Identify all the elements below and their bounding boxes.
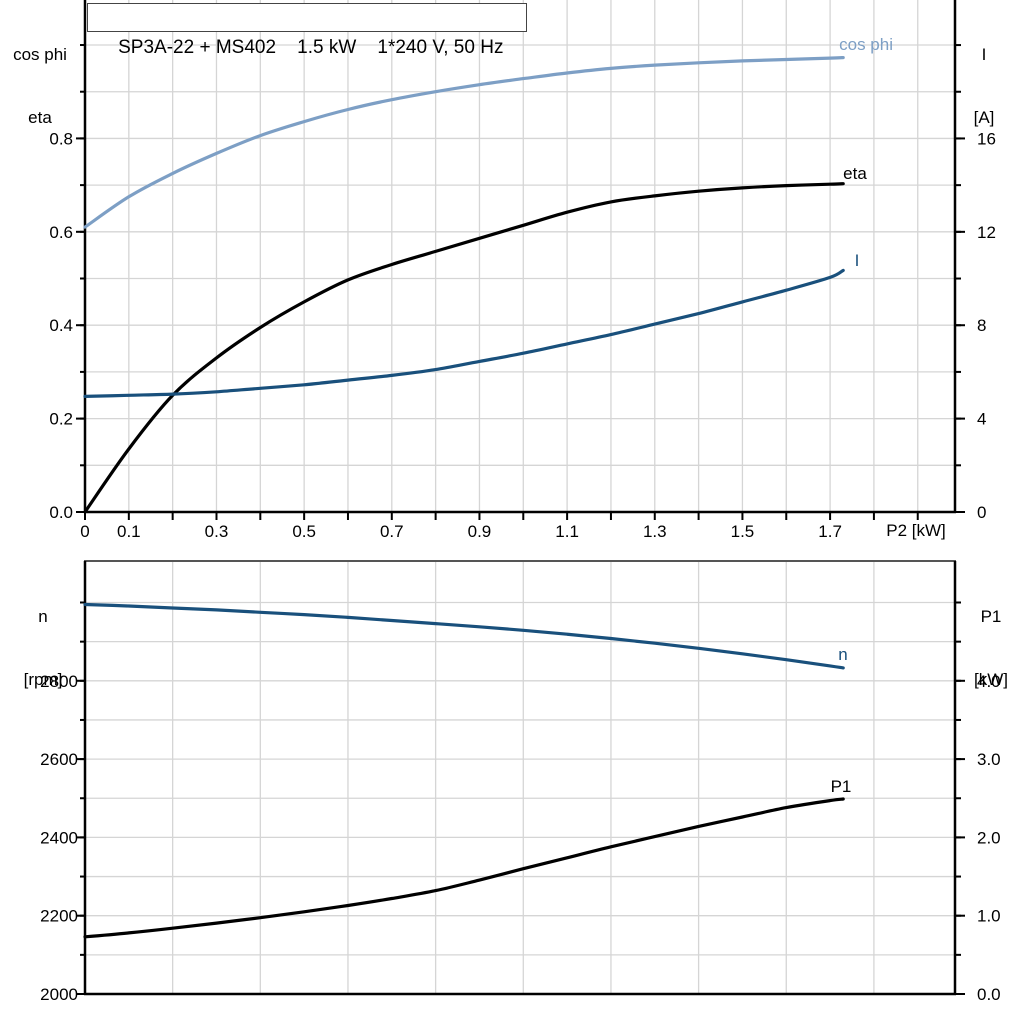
curve-label-n: n: [838, 645, 847, 664]
top-chart-right-axis-title: I [A]: [961, 2, 1007, 170]
right-axis-tick-label: 0.0: [977, 985, 1001, 1004]
chart-title-box: SP3A-22 + MS402 1.5 kW 1*240 V, 50 Hz: [87, 3, 527, 58]
curve-cos-phi: [83, 56, 845, 229]
bottom-chart-right-axis-title: P1 [kW]: [966, 564, 1016, 732]
right-axis-tick-label: 8: [977, 316, 986, 335]
left-axis-tick-label: 0.2: [49, 410, 73, 429]
x-axis-tick-label: 1.5: [731, 522, 755, 541]
x-axis-title-p2: P2 [kW]: [886, 521, 946, 540]
x-axis-tick-label: 1.7: [818, 522, 842, 541]
bottom-chart-left-axis-title: n [rpm]: [15, 564, 71, 732]
curve-label-p1: P1: [831, 777, 852, 796]
left-axis-tick-label: 2000: [40, 985, 78, 1004]
curve-eta: [83, 182, 845, 514]
top-chart-left-axis-title: cos phi eta: [6, 2, 74, 170]
curve-label-i: I: [855, 251, 860, 270]
axis-title-p1: P1: [980, 607, 1002, 626]
axis-title-current: I: [981, 45, 987, 64]
right-axis-tick-label: 12: [977, 223, 996, 242]
axis-title-speed: n: [38, 607, 48, 626]
left-axis-tick-label: 2400: [40, 828, 78, 847]
x-axis-tick-label: 0: [80, 522, 89, 541]
x-axis-tick-label: 1.3: [643, 522, 667, 541]
axis-title-p1-unit: [kW]: [974, 670, 1008, 689]
curve-label-eta: eta: [843, 164, 867, 183]
x-axis-tick-label: 1.1: [555, 522, 579, 541]
curve-p1: [83, 797, 845, 939]
x-axis-tick-label: 0.3: [205, 522, 229, 541]
right-axis-tick-label: 0: [977, 503, 986, 522]
left-axis-tick-label: 0.8: [49, 129, 73, 148]
axis-title-cos-phi: cos phi: [13, 45, 67, 64]
axis-title-current-unit: [A]: [973, 108, 995, 127]
left-axis-tick-label: 2200: [40, 907, 78, 926]
x-axis-tick-label: 0.9: [468, 522, 492, 541]
chart-title: SP3A-22 + MS402 1.5 kW 1*240 V, 50 Hz: [118, 37, 504, 58]
curve-label-cos-phi: cos phi: [839, 35, 893, 54]
left-axis-tick-label: 0.4: [49, 316, 73, 335]
right-axis-tick-label: 1.0: [977, 907, 1001, 926]
curve-i: [83, 268, 845, 398]
left-axis-tick-label: 2800: [40, 672, 78, 691]
x-axis-tick-label: 0.7: [380, 522, 404, 541]
axis-title-eta: eta: [28, 108, 52, 127]
x-axis-tick-label: 0.5: [292, 522, 316, 541]
curve-n: [83, 602, 845, 670]
x-axis-tick-label: 0.1: [117, 522, 141, 541]
right-axis-tick-label: 16: [977, 129, 996, 148]
right-axis-tick-label: 2.0: [977, 828, 1001, 847]
right-axis-tick-label: 4.0: [977, 672, 1001, 691]
right-axis-tick-label: 3.0: [977, 750, 1001, 769]
left-axis-tick-label: 0.0: [49, 503, 73, 522]
right-axis-tick-label: 4: [977, 410, 986, 429]
left-axis-tick-label: 0.6: [49, 223, 73, 242]
left-axis-tick-label: 2600: [40, 750, 78, 769]
axis-title-speed-unit: [rpm]: [23, 670, 63, 689]
